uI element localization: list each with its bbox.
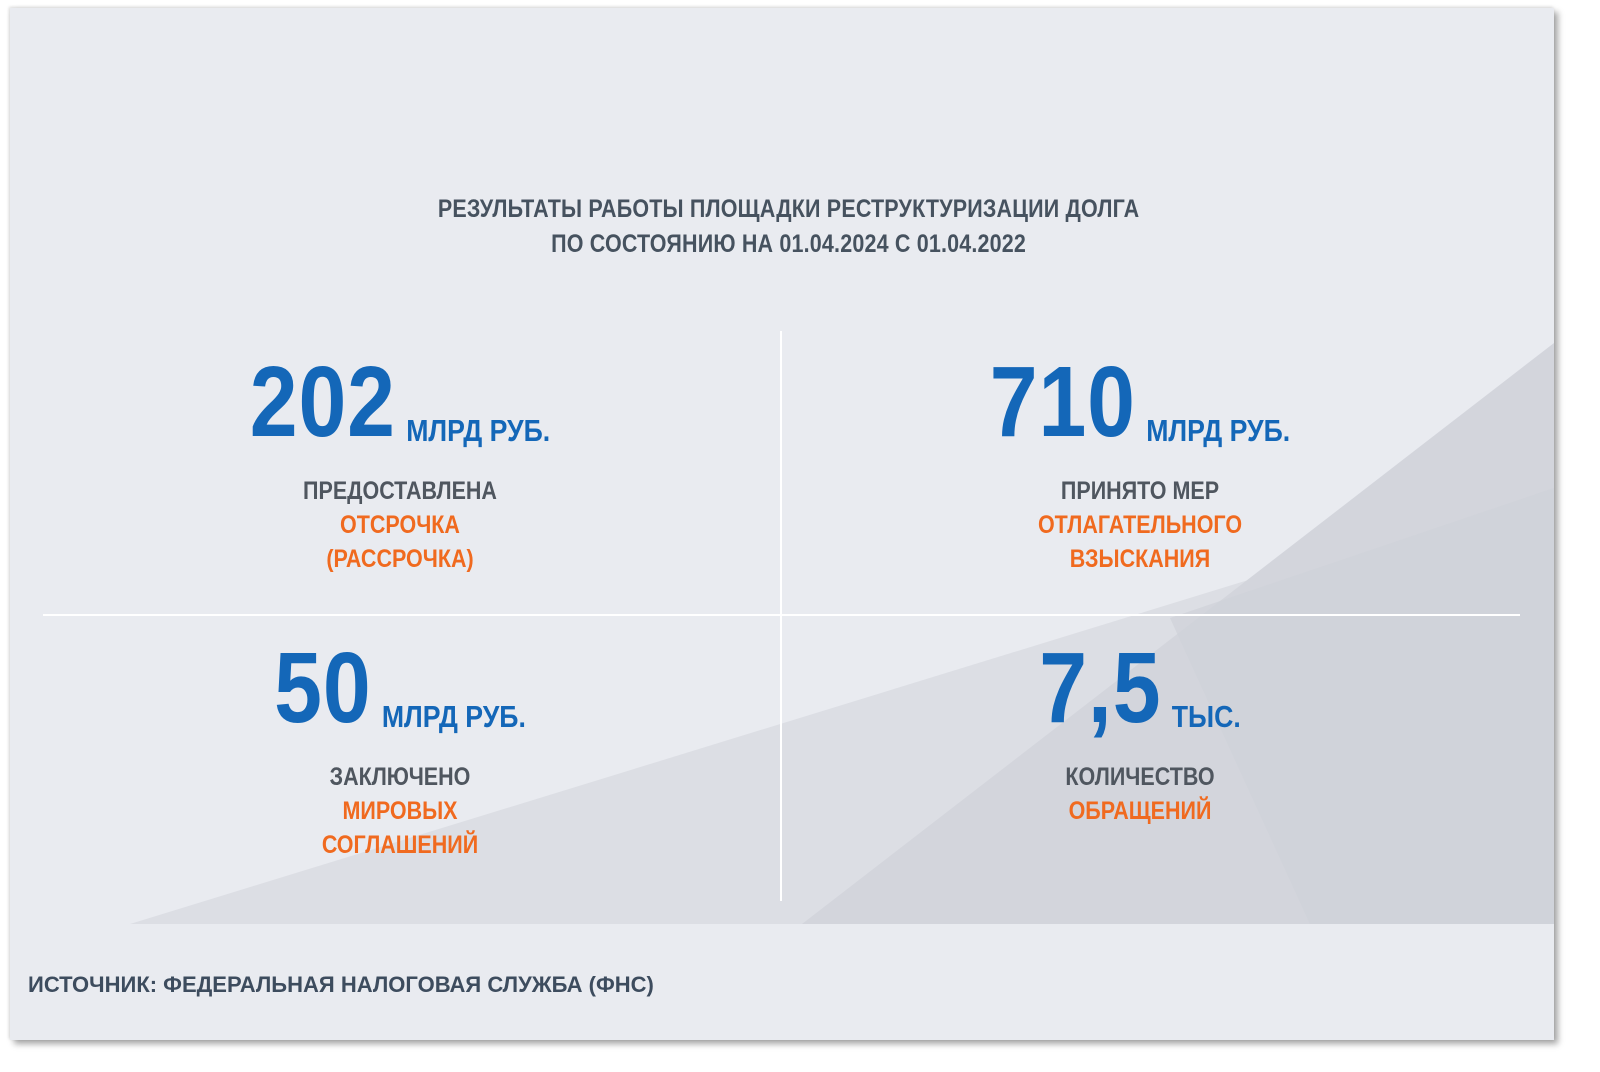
stat-unit: ТЫС.: [1171, 699, 1241, 734]
stat-value: 202: [249, 346, 396, 458]
stat-requests: 7,5 ТЫС. КОЛИЧЕСТВО ОБРАЩЕНИЙ: [770, 638, 1510, 828]
stat-labels: КОЛИЧЕСТВО ОБРАЩЕНИЙ: [822, 760, 1458, 828]
stat-value-row: 50 МЛРД РУБ.: [82, 638, 718, 738]
source-note: ИСТОЧНИК: ФЕДЕРАЛЬНАЯ НАЛОГОВАЯ СЛУЖБА (…: [28, 972, 654, 997]
page-title: РЕЗУЛЬТАТЫ РАБОТЫ ПЛОЩАДКИ РЕСТРУКТУРИЗА…: [101, 192, 1477, 262]
stat-label-gray: ПРИНЯТО МЕР: [1060, 477, 1220, 505]
stat-labels: ПРЕДОСТАВЛЕНА ОТСРОЧКА (РАССРОЧКА): [82, 474, 718, 576]
stat-label-gray: ПРЕДОСТАВЛЕНА: [303, 477, 497, 505]
stat-value-row: 7,5 ТЫС.: [822, 638, 1458, 738]
stat-label-orange: МИРОВЫХ: [342, 797, 458, 825]
stat-labels: ЗАКЛЮЧЕНО МИРОВЫХ СОГЛАШЕНИЙ: [82, 760, 718, 862]
stat-settlements: 50 МЛРД РУБ. ЗАКЛЮЧЕНО МИРОВЫХ СОГЛАШЕНИЙ: [30, 638, 770, 862]
background-diagonal-shapes: [130, 343, 1554, 924]
stat-value-row: 710 МЛРД РУБ.: [822, 352, 1458, 452]
horizontal-divider: [43, 614, 1520, 616]
stat-label-orange: (РАССРОЧКА): [326, 545, 474, 573]
stat-value-row: 202 МЛРД РУБ.: [82, 352, 718, 452]
stat-label-orange: ОБРАЩЕНИЙ: [1068, 797, 1212, 825]
bg-shape-accent: [1170, 488, 1554, 924]
stat-label-orange: ОТСРОЧКА: [340, 511, 460, 539]
stat-value: 710: [989, 346, 1136, 458]
infographic-card: [10, 8, 1554, 1040]
stat-label-orange: ВЗЫСКАНИЯ: [1069, 545, 1211, 573]
title-line-2: ПО СОСТОЯНИЮ НА 01.04.2024 С 01.04.2022: [551, 230, 1027, 258]
title-line-1: РЕЗУЛЬТАТЫ РАБОТЫ ПЛОЩАДКИ РЕСТРУКТУРИЗА…: [437, 195, 1140, 223]
vertical-divider: [780, 331, 782, 901]
stat-label-orange: СОГЛАШЕНИЙ: [321, 831, 479, 859]
stat-unit: МЛРД РУБ.: [381, 699, 526, 734]
stat-collection-measures: 710 МЛРД РУБ. ПРИНЯТО МЕР ОТЛАГАТЕЛЬНОГО …: [770, 352, 1510, 576]
stat-labels: ПРИНЯТО МЕР ОТЛАГАТЕЛЬНОГО ВЗЫСКАНИЯ: [822, 474, 1458, 576]
stat-label-gray: КОЛИЧЕСТВО: [1065, 763, 1215, 791]
stat-unit: МЛРД РУБ.: [1146, 413, 1291, 448]
stat-label-orange: ОТЛАГАТЕЛЬНОГО: [1037, 511, 1243, 539]
stat-value: 50: [274, 632, 372, 744]
stat-value: 7,5: [1039, 632, 1162, 744]
stat-deferral: 202 МЛРД РУБ. ПРЕДОСТАВЛЕНА ОТСРОЧКА (РАС…: [30, 352, 770, 576]
stat-label-gray: ЗАКЛЮЧЕНО: [329, 763, 471, 791]
stat-unit: МЛРД РУБ.: [406, 413, 551, 448]
